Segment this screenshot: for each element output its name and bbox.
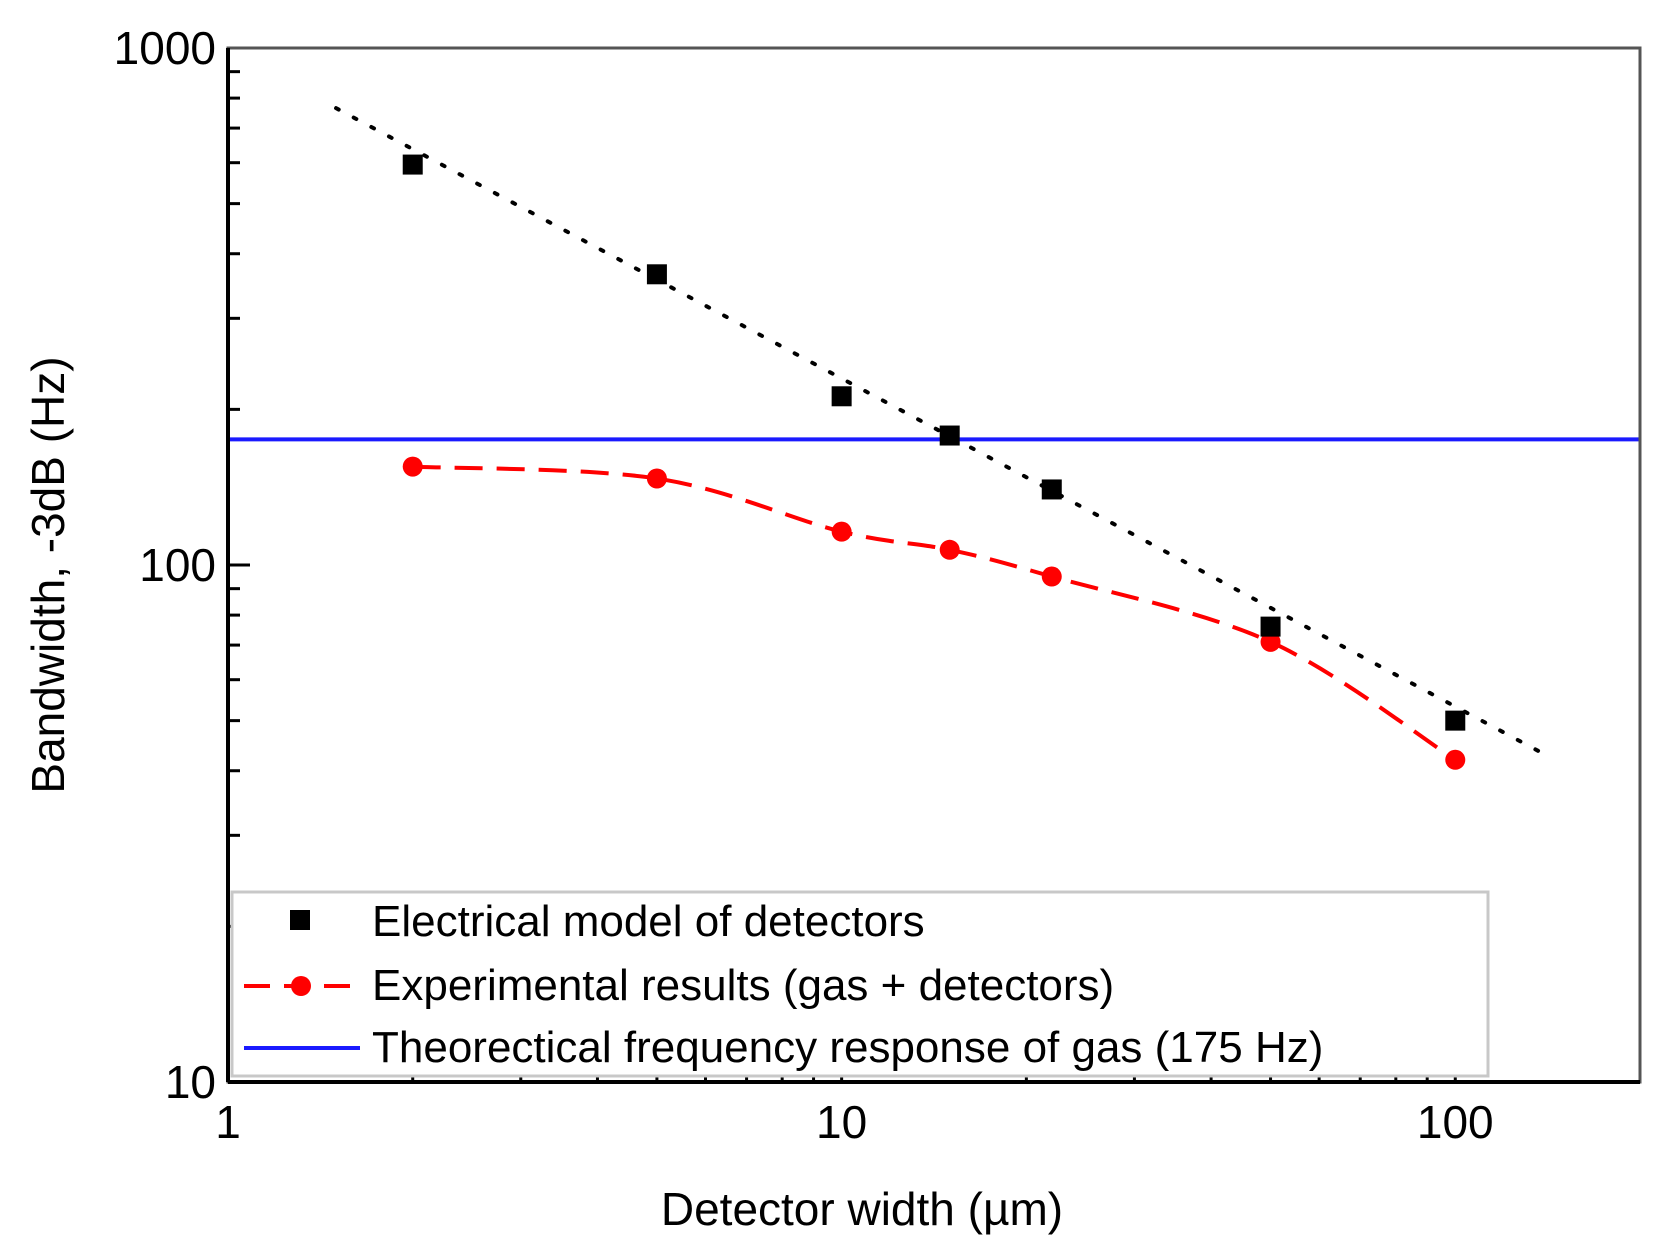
electrical-model-point [1260,616,1281,637]
y-tick-label: 10 [165,1056,216,1108]
legend-box [230,890,1490,1078]
series-lines [228,106,1640,762]
electrical-model-point [939,425,960,446]
electrical-model-point [831,386,852,407]
x-tick-label: 1 [215,1096,241,1148]
y-tick-label: 1000 [114,22,216,74]
electrical-model-fit-line [334,106,1547,757]
x-tick-label: 10 [816,1096,867,1148]
y-tick-label: 100 [139,539,216,591]
electrical-model-point [402,154,423,175]
x-tick-label: 100 [1417,1096,1494,1148]
electrical-model-point [1445,710,1466,731]
legend-circle-marker [291,976,311,996]
legend-entry-theoretical: Theorectical frequency response of gas (… [244,1023,1323,1072]
legend: Electrical model of detectors Experiment… [230,890,1490,1078]
experimental-point [1041,566,1062,587]
legend-label-theoretical: Theorectical frequency response of gas (… [372,1023,1323,1072]
legend-label-experimental: Experimental results (gas + detectors) [372,961,1114,1010]
electrical-model-point [1041,479,1062,500]
experimental-point [402,456,423,477]
y-axis-label: Bandwidth, -3dB (Hz) [22,356,74,793]
experimental-point [831,521,852,542]
experimental-point [939,539,960,560]
experimental-dashed-line [412,464,1457,762]
experimental-point [646,468,667,489]
legend-label-electrical: Electrical model of detectors [372,897,925,946]
legend-entry-electrical: Electrical model of detectors [290,897,925,946]
experimental-point [1445,749,1466,770]
series-points [402,154,1466,770]
legend-square-marker [290,910,310,930]
legend-entry-experimental: Experimental results (gas + detectors) [244,961,1114,1010]
experimental-point [1260,631,1281,652]
x-axis-label: Detector width (µm) [661,1183,1063,1235]
electrical-model-point [646,264,667,285]
